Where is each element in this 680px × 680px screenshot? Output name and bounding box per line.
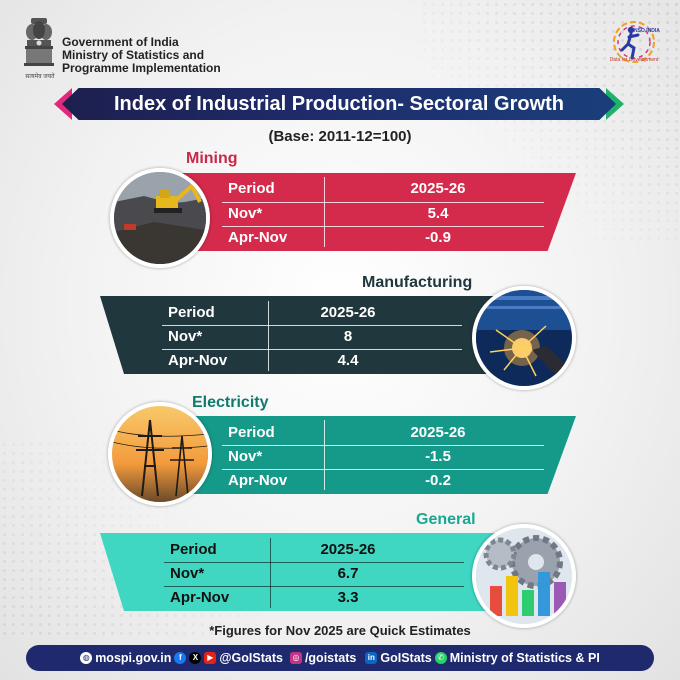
- mining-panel: [170, 173, 576, 251]
- title-banner: [62, 88, 616, 120]
- manufacturing-row1-value: 8: [343, 328, 353, 345]
- instagram-icon[interactable]: ◎: [289, 652, 302, 664]
- electricity-heading: Electricity: [192, 394, 269, 411]
- mining-rule-1: [222, 202, 544, 203]
- page-subtitle: (Base: 2011-12=100): [268, 128, 412, 145]
- electricity-row1-value: -1.5: [425, 448, 451, 465]
- electricity-panel: [170, 416, 576, 494]
- general-row1-value: 6.7: [337, 565, 359, 582]
- logo-text: NSO INDIA: [634, 28, 660, 34]
- general-col-year: 2025-26: [320, 541, 376, 558]
- footer-social-handle[interactable]: @GoIStats: [219, 651, 283, 665]
- electricity-col-year: 2025-26: [410, 424, 466, 441]
- globe-icon: ◍: [80, 652, 93, 664]
- linkedin-icon[interactable]: in: [365, 652, 378, 664]
- youtube-icon[interactable]: ▶: [204, 652, 217, 664]
- facebook-icon[interactable]: f: [174, 652, 187, 664]
- manufacturing-row2-value: 4.4: [337, 352, 359, 369]
- general-row1-period: Nov*: [170, 565, 205, 582]
- general-col-period: Period: [170, 541, 217, 558]
- electricity-rule-2: [222, 469, 544, 470]
- general-rule-2: [164, 586, 464, 587]
- mining-divider: [324, 177, 325, 247]
- manufacturing-rule-1: [162, 325, 462, 326]
- mining-excavator-photo: [110, 168, 210, 268]
- national-emblem-icon: [22, 14, 56, 78]
- manufacturing-heading: Manufacturing: [362, 274, 473, 291]
- manufacturing-row1-period: Nov*: [168, 328, 203, 345]
- manufacturing-col-year: 2025-26: [320, 304, 376, 321]
- whatsapp-icon[interactable]: ✆: [434, 652, 447, 664]
- manufacturing-rule-2: [162, 349, 462, 350]
- footnote: *Figures for Nov 2025 are Quick Estimate…: [209, 623, 471, 638]
- mining-heading: Mining: [186, 150, 238, 167]
- gears-bar-chart-photo: [472, 524, 576, 628]
- electricity-rule-1: [222, 445, 544, 446]
- electricity-row2-value: -0.2: [425, 472, 451, 489]
- manufacturing-divider: [268, 301, 269, 371]
- mining-row1-period: Nov*: [228, 205, 263, 222]
- manufacturing-row2-period: Apr-Nov: [168, 352, 228, 369]
- general-rule-1: [164, 562, 464, 563]
- mining-col-year: 2025-26: [410, 180, 466, 197]
- general-heading: General: [416, 511, 476, 528]
- nsso-runner-logo-icon: NSO INDIA: [610, 20, 660, 66]
- mining-row2-value: -0.9: [425, 229, 451, 246]
- manufacturing-panel: [100, 296, 500, 374]
- org-line-3: Programme Implementation: [62, 61, 221, 75]
- electricity-row1-period: Nov*: [228, 448, 263, 465]
- x-icon[interactable]: X: [189, 652, 202, 664]
- general-row2-value: 3.3: [337, 589, 359, 606]
- mining-rule-2: [222, 226, 544, 227]
- general-panel: [100, 533, 500, 611]
- electricity-col-period: Period: [228, 424, 275, 441]
- footer-whatsapp[interactable]: Ministry of Statistics & PI: [449, 651, 600, 665]
- org-line-2: Ministry of Statistics and: [62, 48, 205, 62]
- org-line-1: Government of India: [62, 35, 179, 49]
- emblem-caption: सत्यमेव जयते: [25, 74, 55, 80]
- mining-row2-period: Apr-Nov: [228, 229, 288, 246]
- electricity-divider: [324, 420, 325, 490]
- footer-website[interactable]: mospi.gov.in: [95, 651, 172, 665]
- welding-sparks-photo: [472, 286, 576, 390]
- footer-instagram[interactable]: /goistats: [304, 651, 357, 665]
- logo-tagline: Data for Development: [609, 57, 659, 63]
- general-row2-period: Apr-Nov: [170, 589, 230, 606]
- footer-linkedin[interactable]: GoIStats: [380, 651, 432, 665]
- mining-col-period: Period: [228, 180, 275, 197]
- page-title: Index of Industrial Production- Sectoral…: [113, 93, 565, 115]
- power-pylons-photo: [108, 402, 212, 506]
- general-divider: [270, 538, 271, 608]
- footer-bar: ◍ mospi.gov.in f X ▶ @GoIStats ◎ /goista…: [26, 645, 654, 671]
- electricity-row2-period: Apr-Nov: [228, 472, 288, 489]
- mining-row1-value: 5.4: [427, 205, 449, 222]
- manufacturing-col-period: Period: [168, 304, 215, 321]
- organisation-name: Government of India Ministry of Statisti…: [62, 36, 221, 75]
